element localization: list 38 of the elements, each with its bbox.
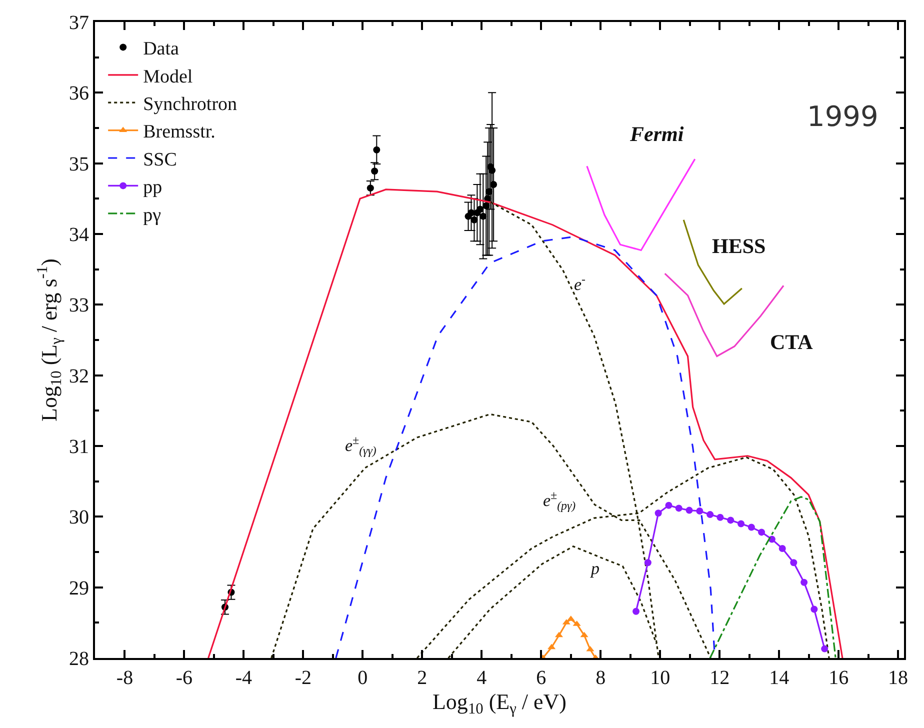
x-axis-title: Log$_{10}$ (E$_{γ}$ / eV): [432, 689, 567, 718]
legend-label: Synchrotron: [143, 94, 238, 116]
legend-label: Bremsstr.: [143, 122, 216, 143]
x-tick-label: 4: [476, 667, 487, 689]
y-tick-label: 28: [69, 648, 89, 670]
x-tick-label: 10: [650, 667, 670, 689]
y-tick-label: 33: [69, 294, 89, 317]
x-tick-label: -8: [116, 667, 134, 689]
x-tick-label: 6: [536, 667, 546, 689]
legend-label: Model: [143, 66, 193, 88]
y-tick-label: 29: [69, 577, 89, 600]
legend-label: pγ: [143, 204, 161, 226]
x-tick-label: 18: [888, 667, 908, 689]
annotation: 1999: [807, 100, 878, 133]
x-tick-label: 0: [358, 667, 368, 689]
legend-label: SSC: [143, 149, 177, 170]
y-tick-label: 37: [69, 12, 89, 34]
legend-label: pp: [143, 177, 162, 198]
series-label: HESS: [712, 234, 766, 258]
y-tick-label: 32: [69, 365, 89, 388]
x-tick-label: -6: [176, 667, 193, 689]
x-tick-label: -2: [294, 667, 312, 689]
x-tick-label: 2: [417, 667, 428, 689]
x-tick-label: 12: [710, 667, 730, 689]
y-tick-label: 34: [69, 224, 89, 246]
legend-label: Data: [143, 38, 180, 60]
series-label: Fermi: [629, 122, 684, 146]
x-tick-label: -4: [235, 667, 252, 689]
x-tick-label: 14: [769, 667, 790, 689]
annotation: p: [590, 559, 600, 578]
y-tick-label: 31: [69, 436, 89, 458]
y-tick-label: 35: [69, 153, 89, 176]
y-tick-label: 36: [69, 82, 89, 105]
x-tick-label: 8: [596, 667, 606, 689]
series-label: CTA: [770, 330, 814, 354]
x-tick-label: 16: [828, 667, 849, 689]
annotation: e$^{-}$: [574, 272, 586, 294]
y-tick-label: 30: [69, 506, 89, 529]
